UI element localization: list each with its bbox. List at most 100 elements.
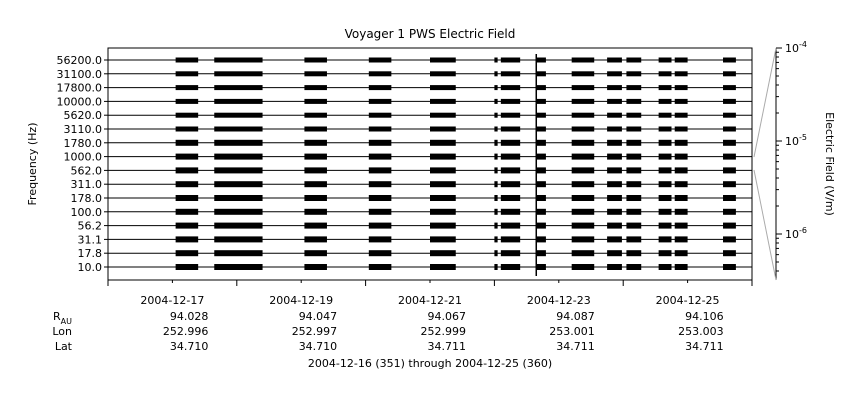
data-block (368, 181, 392, 188)
data-block (214, 195, 263, 201)
data-block (626, 98, 642, 104)
data-block (658, 126, 672, 132)
data-block (500, 85, 521, 91)
data-block (674, 98, 688, 104)
data-block (723, 264, 736, 270)
chart-title: Voyager 1 PWS Electric Field (345, 27, 516, 41)
data-block (607, 167, 622, 174)
data-bars (175, 54, 736, 276)
data-block (368, 222, 392, 229)
data-block (368, 153, 392, 160)
data-block (214, 236, 263, 243)
ephemeris-value: 94.106 (685, 310, 724, 323)
data-block (175, 57, 199, 63)
data-block (571, 85, 595, 91)
data-block (175, 250, 199, 257)
x-axis-ticks: 2004-12-17 2004-12-19 2004-12-21 2004-12-23… (107, 280, 753, 307)
data-block (175, 139, 199, 146)
ephemeris-label-text: Lat (55, 340, 73, 353)
data-block (304, 153, 327, 160)
y-tick-label: 3110.0 (64, 123, 103, 136)
data-block (494, 236, 498, 243)
data-block (214, 222, 263, 229)
ephemeris-value: 34.710 (299, 340, 338, 353)
data-block (626, 208, 642, 215)
colorbar-tick-exponent: -6 (799, 226, 807, 235)
data-block (536, 71, 546, 77)
data-block (626, 126, 642, 132)
data-block (723, 250, 736, 257)
data-block (500, 167, 521, 174)
data-block (571, 236, 595, 243)
y-tick-label: 31.1 (78, 233, 103, 246)
ephemeris-value: 94.087 (556, 310, 595, 323)
data-block (607, 195, 622, 201)
x-tick-label: 2004-12-23 (527, 294, 591, 307)
data-block (214, 112, 263, 118)
data-block (304, 126, 327, 132)
data-block (536, 208, 546, 215)
data-block (368, 250, 392, 257)
y-axis-label: Frequency (Hz) (26, 123, 39, 206)
data-block (430, 71, 456, 77)
ephemeris-table: RAU 94.028 94.047 94.067 94.087 94.106 Lon 252.… (52, 310, 723, 353)
data-block (571, 222, 595, 229)
ephemeris-value: 253.001 (549, 325, 595, 338)
data-block (368, 126, 392, 132)
data-block (607, 250, 622, 257)
data-block (607, 208, 622, 215)
ephemeris-label-text: R (53, 310, 61, 323)
data-block (214, 139, 263, 146)
data-block (494, 167, 498, 174)
ephemeris-value: 253.003 (678, 325, 724, 338)
data-block (607, 222, 622, 229)
data-block (304, 98, 327, 104)
data-block (607, 181, 622, 188)
y-tick-label: 100.0 (71, 206, 103, 219)
data-block (500, 57, 521, 63)
data-block (607, 71, 622, 77)
data-block (658, 139, 672, 146)
ephemeris-row-label: RAU (53, 310, 72, 326)
data-block (658, 153, 672, 160)
data-block (304, 264, 327, 270)
data-block (304, 167, 327, 174)
data-block (304, 71, 327, 77)
ephemeris-label-text: Lon (52, 325, 72, 338)
x-tick-label: 2004-12-21 (398, 294, 462, 307)
data-block (723, 85, 736, 91)
colorbar-tick-exponent: -5 (799, 133, 807, 142)
data-block (175, 126, 199, 132)
y-tick-label: 10000.0 (57, 95, 103, 108)
data-block (214, 264, 263, 270)
colorbar-guide-bottom (753, 169, 777, 281)
y-tick-label: 10.0 (78, 261, 103, 274)
data-block (607, 126, 622, 132)
data-block (500, 236, 521, 243)
data-block (674, 112, 688, 118)
data-block (494, 250, 498, 257)
data-block (430, 181, 456, 188)
data-block (494, 85, 498, 91)
data-block (607, 98, 622, 104)
data-block (214, 98, 263, 104)
data-block (494, 264, 498, 270)
data-block (658, 112, 672, 118)
data-block (430, 139, 456, 146)
ephemeris-value: 34.711 (428, 340, 467, 353)
data-block (626, 112, 642, 118)
data-block (304, 236, 327, 243)
data-block (214, 85, 263, 91)
ephemeris-value: 34.711 (685, 340, 724, 353)
data-block (536, 222, 546, 229)
data-block (723, 195, 736, 201)
data-block (430, 236, 456, 243)
data-block (536, 167, 546, 174)
data-block (368, 264, 392, 270)
data-block (674, 264, 688, 270)
data-block (500, 153, 521, 160)
data-block (368, 71, 392, 77)
data-block (674, 57, 688, 63)
data-block (658, 208, 672, 215)
data-block (500, 126, 521, 132)
